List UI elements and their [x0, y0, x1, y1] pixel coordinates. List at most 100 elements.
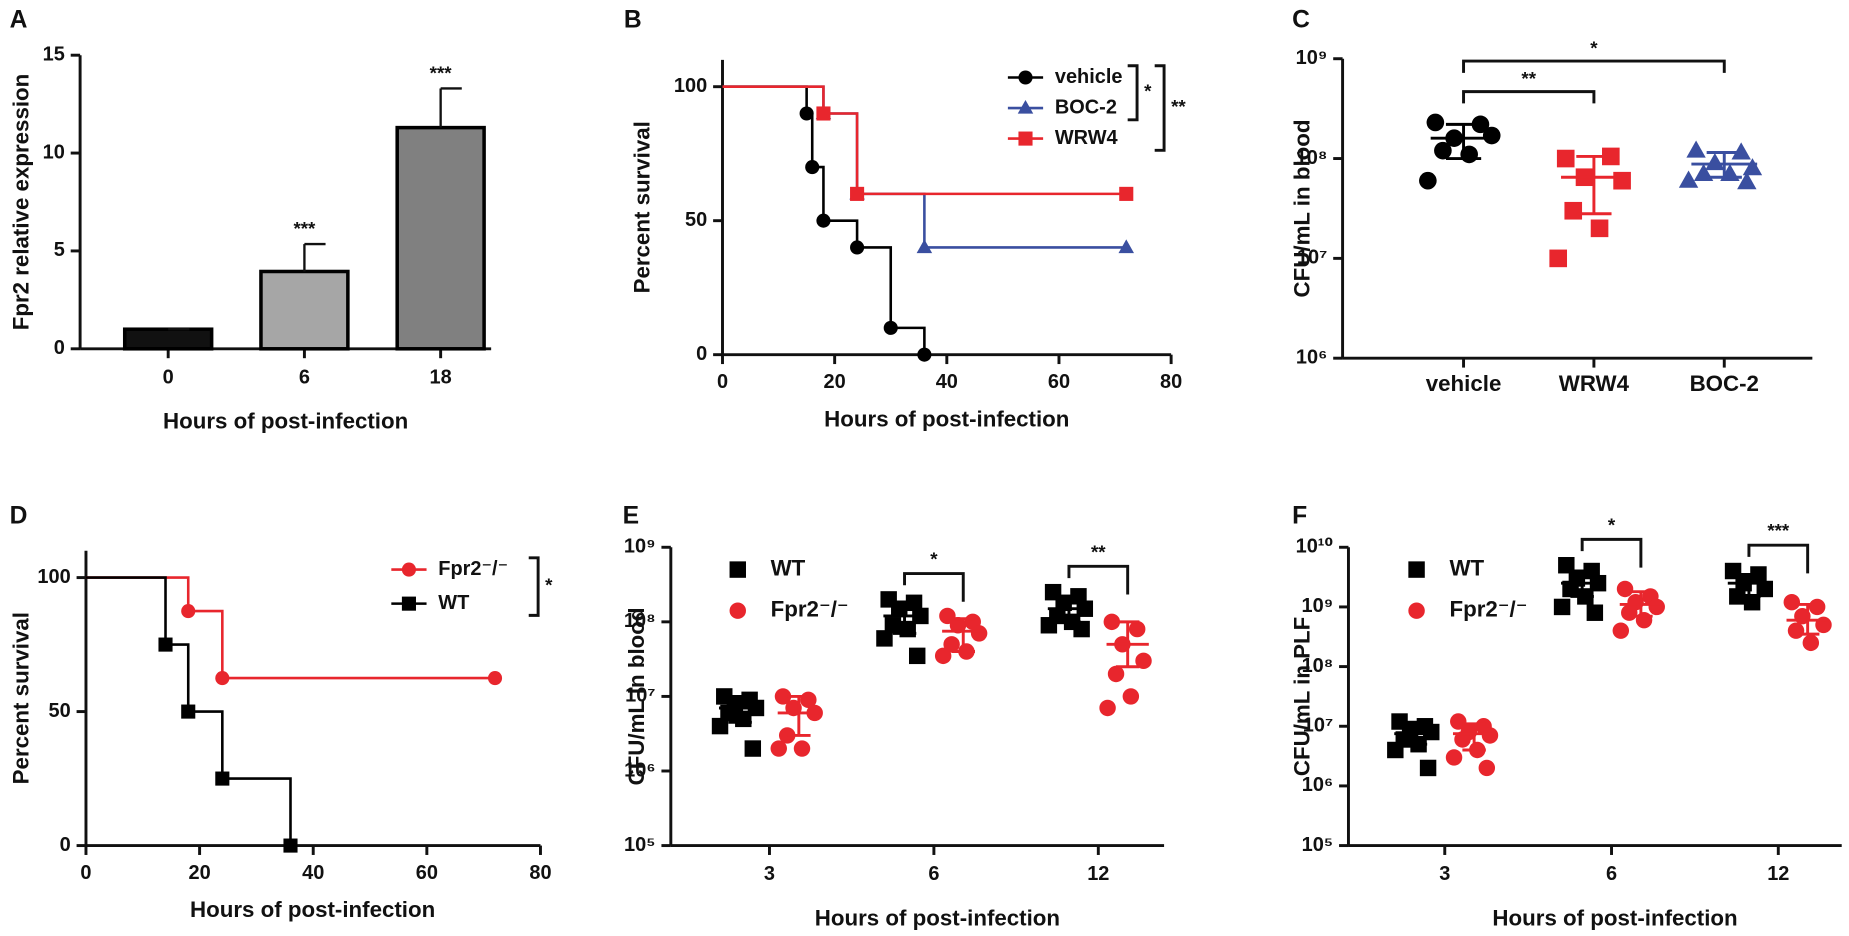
data-point — [793, 740, 811, 757]
data-point — [1648, 598, 1665, 616]
legend-marker — [1018, 70, 1033, 85]
panel-label: F — [1292, 502, 1307, 529]
data-point — [1073, 620, 1090, 638]
data-point — [1564, 201, 1583, 220]
data-point — [1419, 759, 1437, 777]
y-axis-label: CFU/mL in blood — [1290, 119, 1315, 297]
significance-bracket — [1127, 64, 1139, 122]
legend-marker — [729, 602, 746, 619]
survival-point — [1118, 239, 1135, 254]
data-point — [1743, 593, 1761, 611]
y-tick-label: 15 — [43, 43, 65, 65]
y-tick-label: 10⁹ — [624, 536, 656, 558]
panel-label: E — [623, 502, 639, 529]
data-point — [1423, 723, 1440, 741]
data-point — [1419, 171, 1437, 190]
x-axis-label: Hours of post-infection — [824, 406, 1069, 431]
panel-label: B — [624, 7, 642, 34]
x-tick-label: 0 — [163, 366, 174, 388]
survival-point — [916, 239, 933, 254]
y-axis-label: CFU/mL in PLF — [1290, 617, 1315, 776]
bar — [259, 269, 350, 351]
data-point — [1635, 611, 1653, 629]
significance: * — [1590, 37, 1598, 58]
significance: ** — [1521, 68, 1536, 89]
x-tick-label: 20 — [824, 371, 846, 393]
y-tick-label: 100 — [37, 566, 70, 588]
y-tick-label: 10⁸ — [1296, 147, 1328, 169]
x-tick-label: 40 — [302, 862, 324, 884]
legend-marker — [729, 561, 746, 578]
x-tick-label: 18 — [430, 366, 452, 388]
x-tick-label: 12 — [1767, 863, 1789, 885]
significance-bracket — [1462, 59, 1726, 73]
legend-label: WRW4 — [1055, 127, 1118, 149]
legend-marker — [401, 596, 416, 611]
survival-point — [487, 671, 503, 686]
data-point — [1549, 249, 1568, 268]
x-axis-label: Hours of post-infection — [190, 897, 435, 922]
significance-bracket — [1154, 64, 1166, 152]
y-tick-label: 10⁸ — [1302, 655, 1334, 677]
y-tick-label: 10⁷ — [1297, 247, 1327, 269]
x-tick-label: 60 — [416, 862, 438, 884]
data-point — [1040, 617, 1058, 634]
data-point — [1616, 580, 1634, 598]
data-point — [1434, 141, 1452, 160]
data-point — [1387, 741, 1404, 759]
data-point — [1590, 219, 1609, 238]
y-tick-label: 10⁹ — [1296, 47, 1328, 69]
y-tick-label: 5 — [54, 239, 65, 261]
y-axis-label: Percent survival — [630, 121, 655, 293]
data-point — [1445, 749, 1463, 766]
x-tick-label: 6 — [1606, 863, 1617, 885]
bar — [395, 125, 486, 351]
panel-label: A — [10, 7, 28, 34]
x-axis-label: Hours of post-infection — [815, 905, 1060, 930]
significance: * — [930, 549, 938, 570]
significance: *** — [1767, 520, 1790, 541]
data-point — [774, 688, 792, 705]
significance-bracket — [1747, 543, 1810, 574]
data-point — [1613, 171, 1631, 190]
panel-label: D — [10, 502, 28, 529]
data-point — [876, 630, 893, 647]
y-tick-label: 50 — [685, 209, 707, 231]
data-point — [1128, 620, 1146, 638]
survival-point — [883, 320, 898, 335]
legend-marker — [1408, 561, 1425, 578]
x-tick-label: 6 — [299, 366, 310, 388]
legend-label: Fpr2⁻/⁻ — [1449, 597, 1527, 622]
bar — [122, 327, 214, 351]
data-point — [1107, 665, 1125, 683]
y-tick-label: 0 — [696, 343, 707, 365]
y-tick-label: 0 — [60, 834, 71, 856]
data-point — [1482, 126, 1501, 145]
survival-point — [917, 347, 932, 362]
data-point — [1558, 557, 1575, 574]
data-point — [711, 717, 729, 735]
x-tick-label: BOC-2 — [1690, 371, 1759, 396]
legend-marker — [1017, 99, 1034, 114]
survival-point — [215, 771, 230, 786]
data-point — [1426, 113, 1445, 132]
data-point — [1135, 652, 1152, 670]
survival-point — [850, 240, 865, 255]
significance: ** — [1091, 541, 1106, 562]
x-tick-label: WRW4 — [1559, 371, 1630, 396]
survival-point — [816, 106, 831, 121]
panel-label: C — [1292, 7, 1310, 34]
data-point — [1099, 699, 1116, 717]
y-tick-label: 10⁶ — [624, 759, 655, 781]
data-point — [943, 636, 960, 653]
legend-label: vehicle — [1055, 66, 1123, 88]
data-point — [1454, 731, 1471, 748]
survival-point — [850, 186, 865, 201]
survival-curve — [722, 85, 1127, 196]
data-point — [1787, 622, 1805, 639]
legend-label: BOC-2 — [1055, 96, 1117, 118]
y-axis-label: Percent survival — [8, 612, 33, 784]
data-point — [1122, 688, 1140, 705]
significance: * — [545, 575, 553, 596]
survival-curve — [85, 576, 496, 680]
